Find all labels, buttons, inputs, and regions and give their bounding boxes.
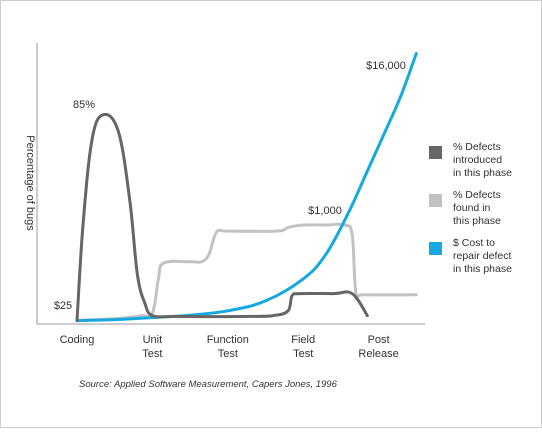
legend: % Defects introduced in this phase % Defect… — [429, 141, 512, 275]
legend-swatch — [429, 194, 442, 207]
legend-label: % Defects found in this phase — [453, 189, 501, 227]
legend-label: % Defects introduced in this phase — [453, 141, 512, 179]
annotation-1000-dollars: $1,000 — [308, 205, 342, 217]
x-tick-labels: Coding Unit Test Function Test Field Test Post R… — [60, 334, 399, 360]
x-tick-label: Post Release — [358, 334, 398, 360]
source-note: Source: Applied Software Measurement, Ca… — [79, 379, 338, 390]
annotation-85-percent: 85% — [73, 99, 95, 111]
legend-swatch — [429, 146, 442, 159]
legend-label: $ Cost to repair defect in this phase — [453, 237, 512, 275]
annotation-25-dollars: $25 — [54, 300, 72, 312]
legend-swatch — [429, 242, 442, 255]
series-defects-introduced-line — [75, 112, 369, 323]
x-tick-label: Field Test — [291, 334, 315, 360]
x-tick-label: Coding — [60, 334, 95, 346]
x-tick-label: Unit Test — [142, 334, 162, 360]
series-defects-found-line — [75, 52, 418, 323]
series-cost-line — [75, 222, 418, 323]
x-tick-label: Function Test — [207, 334, 249, 360]
y-axis-label: Percentage of bugs — [24, 135, 36, 231]
annotation-16000-dollars: $16,000 — [366, 60, 406, 72]
